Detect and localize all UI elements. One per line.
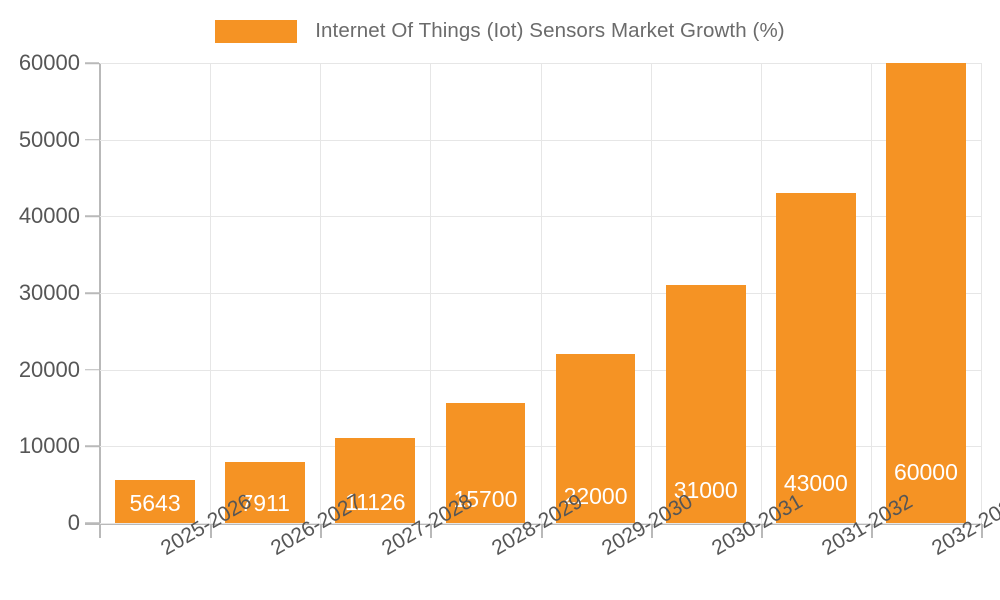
legend-label: Internet Of Things (Iot) Sensors Market …: [315, 19, 785, 42]
bar-value-label: 11126: [345, 489, 406, 516]
gridline-horizontal: [100, 293, 981, 294]
x-axis-tick-label: 2028-2029: [487, 489, 587, 560]
bar-value-label: 22000: [563, 482, 628, 509]
plot-area: 5643 7911 11126 15700 22000 31000 43000 60000: [100, 63, 982, 524]
x-axis-tick-label: 2031-2032: [818, 489, 917, 560]
x-axis-tick-mark: [320, 524, 322, 538]
gridline-horizontal: [100, 446, 981, 448]
chart-legend: Internet Of Things (Iot) Sensors Market …: [0, 14, 1000, 48]
bar[interactable]: 43000: [775, 193, 856, 523]
x-axis-tick-label: 2026-2027: [267, 489, 366, 560]
bar-value-label: 15700: [453, 486, 518, 513]
x-axis-tick-mark: [210, 524, 212, 538]
y-axis-tick-label: 60000: [18, 50, 80, 75]
gridline-vertical: [210, 63, 211, 523]
x-axis-tick-label: 2030-2031: [707, 489, 807, 560]
gridline-horizontal: [100, 523, 981, 524]
gridline-vertical: [761, 63, 762, 523]
gridline-vertical: [871, 63, 872, 523]
gridline-vertical: [981, 63, 982, 523]
x-axis-tick-label: 2027-2028: [377, 489, 476, 560]
y-axis-tick-mark: [85, 368, 99, 371]
x-axis-tick-label: 2029-2030: [597, 489, 697, 560]
y-axis-tick-mark: [85, 445, 99, 448]
x-axis-tick-mark: [761, 524, 763, 538]
y-axis-tick-mark: [85, 138, 99, 141]
x-axis-tick-mark: [981, 524, 983, 538]
bar[interactable]: 5643: [115, 479, 195, 523]
y-axis-tick-label: 0: [67, 510, 80, 535]
y-axis-line: [99, 63, 101, 524]
x-axis-tick-label: 2032-2033: [928, 489, 1000, 560]
y-axis-tick-label: 40000: [18, 203, 80, 229]
y-axis-tick-label: 50000: [18, 126, 80, 152]
bar[interactable]: 22000: [555, 354, 636, 523]
bar-value-label: 5643: [129, 490, 181, 516]
gridline-horizontal: [100, 369, 981, 371]
legend-entry[interactable]: Internet Of Things (Iot) Sensors Market …: [215, 19, 785, 43]
x-axis-tick-mark: [871, 524, 873, 538]
gridline-horizontal: [100, 139, 981, 141]
x-axis-tick-mark: [99, 524, 101, 538]
y-axis-tick-mark: [85, 522, 99, 524]
x-axis-tick-mark: [651, 524, 653, 538]
bar[interactable]: 15700: [445, 402, 526, 523]
bar-value-label: 31000: [673, 477, 738, 503]
x-axis-tick-mark: [430, 524, 432, 538]
x-axis-tick-mark: [541, 524, 543, 538]
bar-value-label: 43000: [783, 469, 848, 496]
bar[interactable]: 11126: [335, 437, 416, 523]
gridline-vertical: [541, 63, 542, 523]
gridline-vertical: [320, 63, 321, 523]
bar[interactable]: 60000: [886, 63, 966, 523]
gridline-vertical: [651, 63, 652, 523]
gridline-horizontal: [100, 216, 981, 218]
x-axis-tick-label: 2025-2026: [157, 489, 256, 560]
y-axis-tick-mark: [85, 215, 99, 218]
y-axis-tick-label: 20000: [18, 356, 80, 382]
bar-value-label: 60000: [893, 459, 958, 486]
y-axis-tick-label: 30000: [18, 280, 80, 305]
legend-color-swatch-icon: [215, 19, 298, 43]
y-axis-tick-label: 10000: [18, 433, 80, 459]
y-axis-tick-mark: [85, 62, 99, 64]
bar[interactable]: 31000: [665, 285, 746, 523]
y-axis-tick-mark: [85, 292, 99, 294]
gridline-horizontal: [100, 63, 981, 64]
bar-value-label: 7911: [240, 490, 290, 516]
gridline-vertical: [430, 63, 431, 523]
bar[interactable]: 7911: [225, 462, 306, 523]
